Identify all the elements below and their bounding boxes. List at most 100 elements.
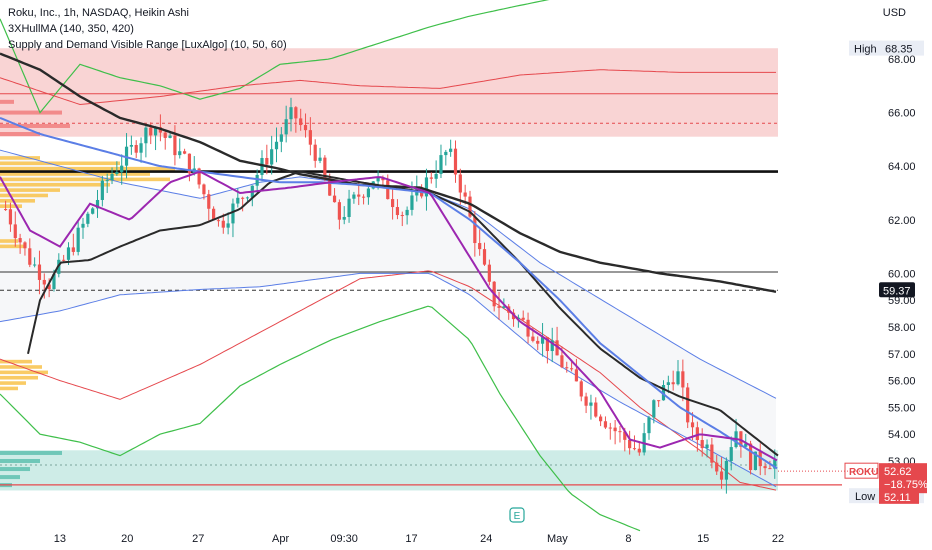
candle [589,402,593,406]
candle [661,385,666,401]
candle [550,340,554,352]
low-label: Low [855,491,875,503]
level-badge: 59.37 [879,282,915,298]
earnings-badge: E [509,507,525,523]
candle [226,223,230,228]
candle [115,172,119,174]
candle [120,165,124,173]
earnings-badge-text: E [514,511,521,522]
y-tick-label: 56.00 [888,376,916,388]
legend-symbol[interactable]: Roku, Inc., 1h, NASDAQ, Heikin Ashi [8,7,189,19]
candle [294,107,298,119]
legend-hull-ma[interactable]: 3XHullMA (140, 350, 420) [8,23,134,35]
band-fill [0,150,776,487]
candle [478,243,482,250]
candle [753,451,758,471]
volume-profile-bar [0,359,32,364]
candle [62,259,66,261]
volume-profile-bar [0,370,48,375]
candle [565,367,569,369]
candle [197,168,201,185]
candle [202,184,206,195]
y-tick-label: 55.00 [888,402,916,414]
candle [139,143,143,153]
candle [666,382,670,386]
candle [144,127,148,144]
high-value: 68.35 [885,44,913,56]
blue-band-lower [0,272,777,488]
y-tick-label: 57.00 [888,349,916,361]
candle [724,460,728,480]
symbol-badge: ROKU [849,467,878,478]
candle [337,202,341,220]
candle [18,238,22,243]
level-badge-text: 59.37 [883,285,911,297]
candle [241,197,245,199]
candle [579,381,583,397]
red-envelope-lower [0,270,777,491]
candle [361,196,366,198]
high-label-bg [849,40,882,56]
candle [270,149,274,165]
candle [95,199,100,209]
candle [695,427,699,441]
candle [405,209,409,216]
candle [758,451,762,467]
candle [599,416,603,422]
demand-profile-bar [0,450,62,455]
candle [134,144,138,153]
candle [521,317,525,320]
candle [255,174,259,186]
candle [23,242,27,249]
demand-profile-bar [0,467,30,472]
candle [28,248,32,265]
support-badge-bg [879,488,919,504]
demand-profile-bar [0,475,20,480]
candle [149,127,153,136]
candle [473,216,477,244]
candle [100,180,104,200]
hull-ma-medium [27,170,779,457]
candle [453,148,458,175]
candle [555,340,559,356]
candle [584,396,588,406]
candle [129,144,133,147]
candle [332,195,337,203]
candle [424,177,429,197]
y-tick-label: 54.00 [888,429,916,441]
candle [744,443,748,447]
candle [323,157,327,179]
candle [647,417,651,434]
candle [686,387,690,423]
volume-profile-bar [0,156,40,160]
candle [690,422,695,428]
candle [178,151,182,156]
x-tick-label: 20 [121,533,133,545]
currency-label[interactable]: USD [882,7,906,19]
candle [357,194,361,197]
last-price-bg [879,463,927,494]
candle [768,468,772,470]
x-tick-label: Apr [272,533,289,545]
candle [487,264,491,282]
volume-profile-bar [0,375,38,380]
candle [342,216,346,220]
demand-zone [0,450,778,491]
candle [497,306,501,308]
chart-legend: Roku, Inc., 1h, NASDAQ, Heikin Ashi 3XHu… [8,5,287,53]
candle [569,368,574,370]
y-tick-label: 68.00 [888,54,916,66]
candle [628,439,632,449]
legend-supply-demand[interactable]: Supply and Demand Visible Range [LuxAlgo… [8,39,287,51]
x-tick-label: 15 [697,533,709,545]
low-label-bg [849,488,882,504]
x-tick-label: 13 [54,533,66,545]
candle [105,180,109,182]
candle [676,371,680,385]
candle [168,135,172,138]
candle [632,448,637,450]
supply-zone [0,48,778,137]
volume-profile-bar [0,177,170,182]
candle [705,444,709,449]
